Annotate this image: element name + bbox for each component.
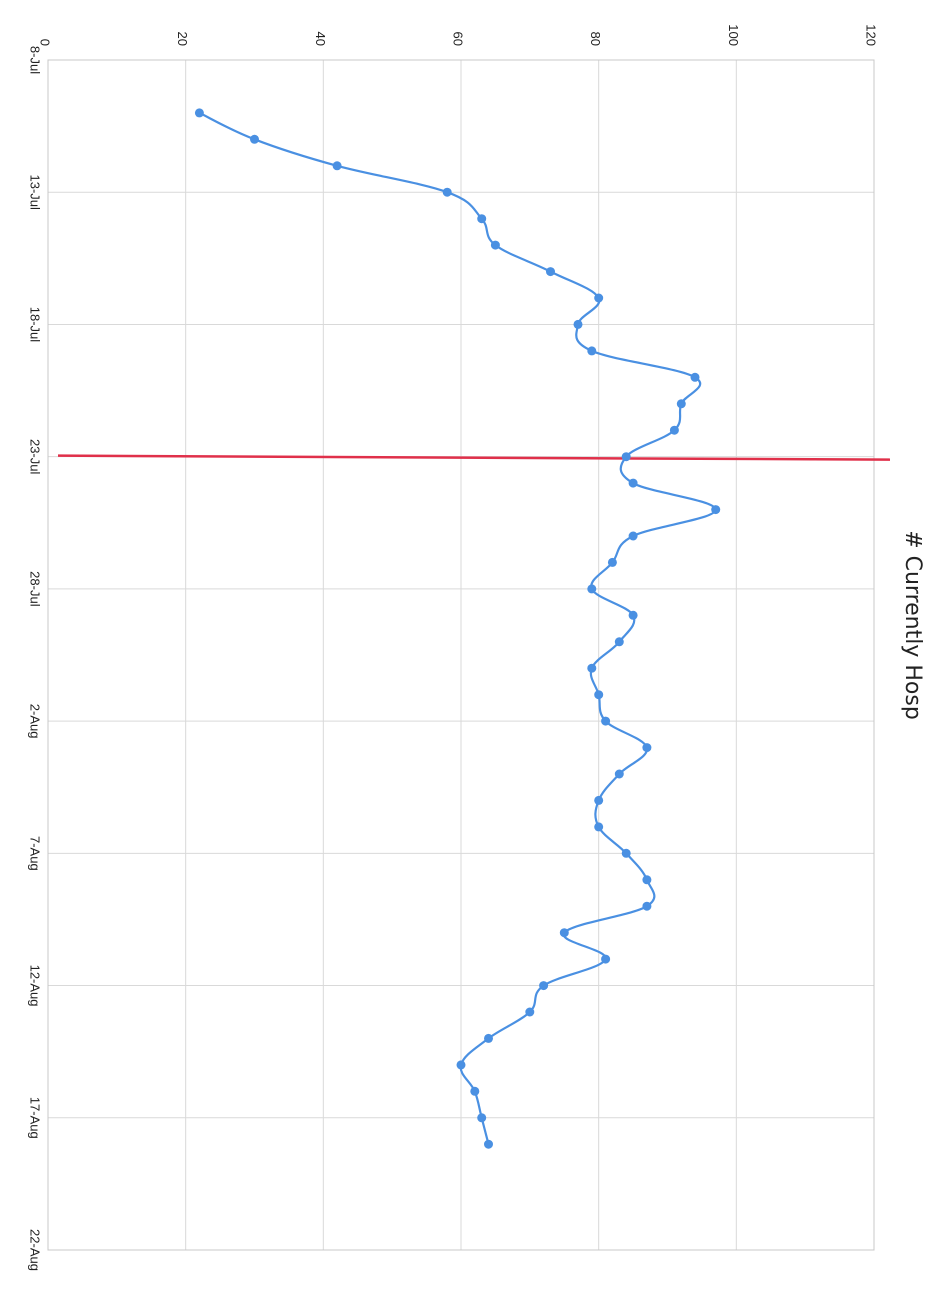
data-point — [628, 478, 638, 488]
data-point — [614, 637, 624, 647]
data-point — [594, 690, 604, 700]
data-point — [484, 1139, 493, 1149]
data-point — [711, 505, 721, 515]
x-tick-labels: 8-Jul 13-Jul 18-Jul 23-Jul 28-Jul 2-Aug 7-Aug 1… — [28, 46, 43, 1271]
data-point — [477, 214, 487, 224]
data-point — [573, 319, 583, 329]
y-tick-label: 40 — [313, 32, 328, 46]
data-point — [601, 716, 611, 726]
data-point — [587, 346, 597, 356]
data-point — [594, 293, 604, 303]
x-tick-label: 28-Jul — [28, 571, 43, 607]
data-point — [676, 399, 686, 409]
reference-line — [57, 454, 891, 461]
x-tick-label: 23-Jul — [28, 439, 43, 475]
data-point — [539, 981, 549, 991]
data-point — [614, 769, 624, 779]
x-tick-label: 18-Jul — [28, 307, 43, 343]
data-point — [484, 1033, 493, 1043]
data-point — [621, 452, 631, 462]
y-tick-label: 100 — [726, 24, 741, 46]
data-point — [470, 1086, 480, 1096]
data-point — [587, 584, 597, 594]
data-point — [628, 610, 638, 620]
data-point — [442, 187, 452, 197]
data-point — [642, 875, 652, 885]
data-point — [456, 1060, 466, 1070]
data-point — [587, 663, 597, 673]
data-point — [642, 901, 652, 911]
y-tick-labels: 0 20 40 60 80 100 120 — [38, 24, 879, 46]
x-tick-label: 8-Jul — [28, 46, 43, 74]
y-tick-label: 60 — [451, 32, 466, 46]
data-point — [490, 240, 500, 250]
chart-title: # Currently Hosp — [900, 530, 925, 720]
x-tick-label: 22-Aug — [28, 1229, 43, 1271]
x-tick-label: 12-Aug — [28, 965, 43, 1007]
data-point — [546, 267, 555, 277]
y-tick-label: 120 — [864, 24, 879, 46]
data-point — [559, 928, 569, 938]
reference-line-group — [57, 454, 891, 461]
data-point — [250, 134, 259, 144]
x-tick-label: 2-Aug — [28, 704, 43, 739]
x-tick-label: 7-Aug — [28, 836, 43, 871]
data-point — [525, 1007, 535, 1017]
y-tick-label: 80 — [588, 32, 603, 46]
data-point — [690, 372, 700, 382]
y-tick-label: 20 — [175, 32, 190, 46]
data-point — [669, 425, 679, 435]
data-point — [594, 795, 604, 805]
plot-area-border — [47, 59, 875, 1251]
data-point — [332, 161, 342, 171]
x-tick-label: 13-Jul — [28, 175, 43, 211]
data-point — [621, 848, 631, 858]
data-point — [194, 108, 204, 118]
data-point — [477, 1113, 487, 1123]
x-tick-label: 17-Aug — [28, 1097, 43, 1139]
data-point — [628, 531, 638, 541]
data-point — [594, 822, 604, 832]
data-point — [642, 743, 652, 753]
data-point — [601, 954, 611, 964]
data-point — [607, 557, 617, 567]
series-group — [194, 108, 721, 1149]
y-tick-label: 0 — [38, 39, 53, 46]
